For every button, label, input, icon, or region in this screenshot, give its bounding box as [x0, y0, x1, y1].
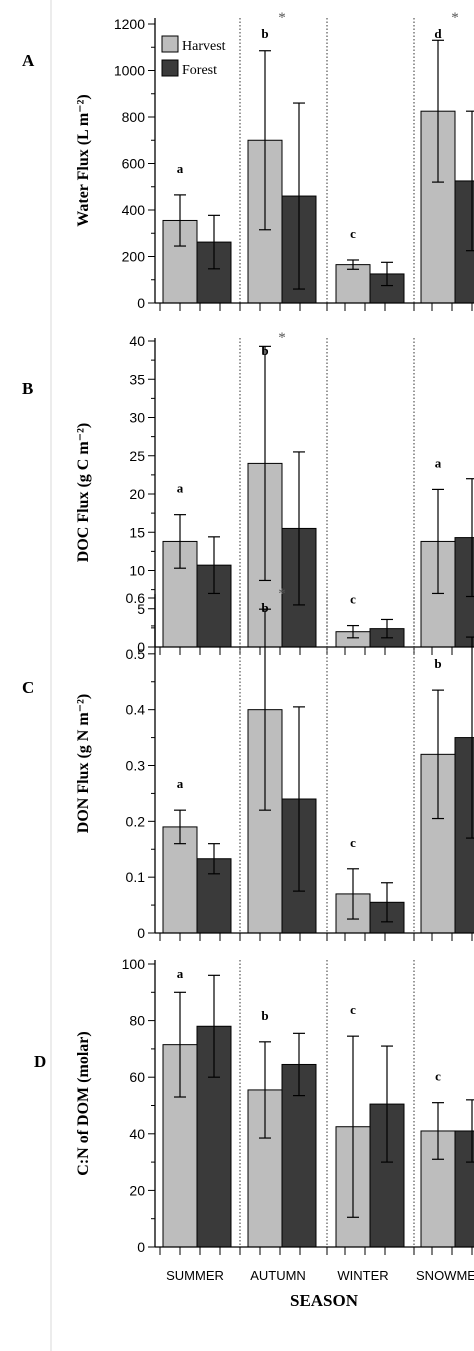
significance-letter: b [261, 343, 268, 358]
y-tick-label: 40 [129, 1126, 145, 1142]
panel-d: a b c c 0 20 40 60 80 100 C:N of DOM (molar) D [34, 956, 474, 1255]
significance-letter: a [177, 966, 184, 981]
y-tick-label: 0 [137, 1239, 145, 1255]
bar-forest-snowme [454, 1130, 474, 1248]
bar-harvest-summer [162, 826, 198, 934]
significance-star: * [451, 10, 459, 26]
y-tick-label: 1000 [114, 63, 145, 79]
x-tick-label-snowme: SNOWME [416, 1268, 474, 1283]
significance-letter: b [434, 656, 441, 671]
y-axis-title: DON Flux (g N m⁻²) [75, 694, 92, 833]
significance-letter: c [350, 592, 356, 607]
y-tick-label: 60 [129, 1069, 145, 1085]
bar-forest-snowme [454, 737, 474, 934]
significance-letter: d [434, 26, 442, 41]
y-tick-label: 0 [137, 295, 145, 311]
panel-label: C [22, 678, 34, 697]
bar-forest-snowme [454, 180, 474, 304]
y-tick-label: 600 [122, 156, 146, 172]
panel-b: a b * c a 0 5 10 15 20 25 30 35 40 DOC Flux (g C m⁻²) B [22, 330, 474, 655]
panel-label: D [34, 1052, 46, 1071]
significance-letter: c [435, 1069, 441, 1084]
x-axis: SUMMER AUTUMN WINTER SNOWME [166, 1268, 474, 1283]
x-axis-title: SEASON [290, 1291, 359, 1310]
y-tick-label: 0.1 [126, 869, 146, 885]
significance-letter: c [350, 835, 356, 850]
panel-a: a b * c d * 0 200 400 600 800 1000 1200 Water Flux (L… [22, 10, 474, 311]
y-tick-label: 25 [129, 448, 145, 464]
y-tick-label: 35 [129, 371, 145, 387]
y-tick-label: 0 [137, 639, 145, 655]
x-tick-label-summer: SUMMER [166, 1268, 224, 1283]
significance-letter: a [435, 455, 442, 470]
bar-forest-winter [369, 1103, 405, 1248]
significance-letter: b [261, 1008, 268, 1023]
panel-c: a b * c b 0 0.1 0.2 0.3 0.4 0.5 0.6 DON Flux (g N m⁻… [22, 586, 474, 941]
y-axis-title: C:N of DOM (molar) [75, 1031, 92, 1175]
y-tick-label: 5 [137, 601, 145, 617]
legend-swatch-forest [161, 59, 179, 77]
significance-letter: a [177, 776, 184, 791]
y-tick-label: 400 [122, 202, 146, 218]
y-tick-label: 40 [129, 333, 145, 349]
x-tick-label-autumn: AUTUMN [250, 1268, 306, 1283]
legend-swatch-harvest [161, 35, 179, 53]
y-tick-label: 10 [129, 563, 145, 579]
significance-letter: a [177, 481, 184, 496]
significance-letter: c [350, 226, 356, 241]
significance-star: * [278, 586, 286, 602]
y-tick-label: 0.5 [126, 646, 146, 662]
legend-label-harvest: Harvest [182, 39, 226, 54]
y-tick-label: 0.2 [126, 813, 146, 829]
significance-letter: b [261, 600, 268, 615]
y-tick-label: 800 [122, 109, 146, 125]
y-tick-label: 30 [129, 410, 145, 426]
y-tick-label: 0.4 [126, 702, 146, 718]
y-tick-label: 0.3 [126, 758, 146, 774]
x-tick-label-winter: WINTER [337, 1268, 388, 1283]
y-axis-title: DOC Flux (g C m⁻²) [75, 423, 92, 562]
y-tick-label: 0.6 [126, 590, 146, 606]
significance-letter: a [177, 161, 184, 176]
panel-label: B [22, 379, 33, 398]
significance-letter: b [261, 26, 268, 41]
significance-letter: c [350, 1002, 356, 1017]
legend-label-forest: Forest [182, 63, 217, 78]
bar-harvest-winter [335, 264, 371, 304]
y-tick-label: 0 [137, 925, 145, 941]
significance-star: * [278, 10, 286, 26]
panel-label: A [22, 51, 35, 70]
y-tick-label: 1200 [114, 16, 145, 32]
y-tick-label: 20 [129, 486, 145, 502]
significance-star: * [278, 330, 286, 346]
y-axis-title: Water Flux (L m⁻²) [75, 94, 92, 227]
bar-forest-snowme [454, 537, 474, 648]
y-tick-label: 20 [129, 1182, 145, 1198]
y-tick-label: 200 [122, 249, 146, 265]
y-tick-label: 15 [129, 524, 145, 540]
y-tick-label: 100 [122, 956, 146, 972]
y-tick-label: 80 [129, 1013, 145, 1029]
